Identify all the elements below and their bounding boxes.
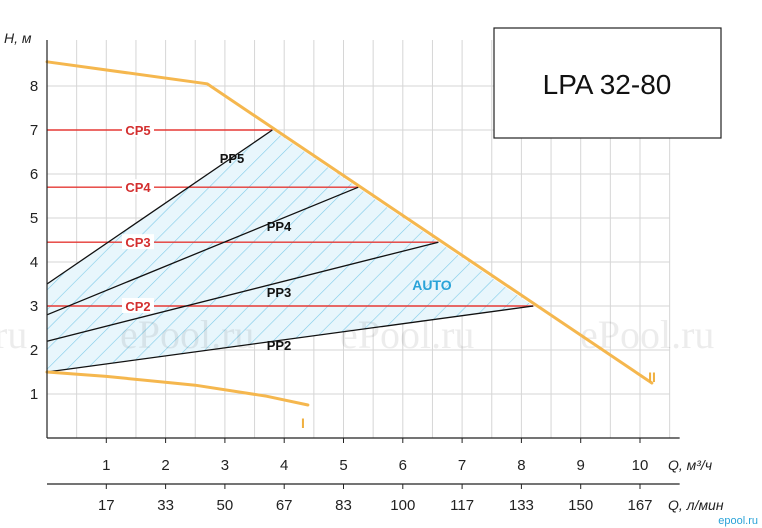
x2-tick-label: 67	[276, 497, 293, 514]
x2-tick-label: 117	[450, 497, 474, 514]
cp-label-cp3: CP3	[125, 235, 150, 250]
watermarks: ru ePool.ru ePool.ru ePool.ru	[0, 312, 714, 357]
y-tick-label: 1	[30, 386, 38, 403]
axes	[46, 40, 680, 489]
watermark-text: ePool.ru	[580, 312, 714, 357]
pp-label-pp3: PP3	[267, 285, 292, 300]
y-tick-label: 4	[30, 254, 38, 271]
pp-line-pp4	[46, 186, 359, 316]
x-tick-label: 5	[339, 457, 347, 474]
pp-line-pp2	[46, 305, 534, 373]
x-tick-label: 6	[399, 457, 407, 474]
curve-ii	[45, 60, 654, 385]
x-tick-label: 2	[161, 457, 169, 474]
x-tick-label: 10	[632, 457, 649, 474]
auto-area	[47, 130, 534, 372]
y-tick-label: 2	[30, 342, 38, 359]
x-tick-label: 4	[280, 457, 288, 474]
pp-line-pp3	[46, 241, 439, 342]
x-tick-label: 3	[221, 457, 229, 474]
x-tick-label: 7	[458, 457, 466, 474]
cp-label-cp5: CP5	[125, 123, 150, 138]
curve-label-i: I	[301, 415, 305, 431]
y-tick-label: 5	[30, 210, 38, 227]
x-tick-label: 8	[517, 457, 525, 474]
pp-label-pp5: PP5	[220, 151, 245, 166]
y-tick-label: 8	[30, 78, 38, 95]
pp-line-pp5	[46, 129, 273, 285]
cp-label-bg	[122, 234, 154, 250]
y-axis-title: H, м	[4, 30, 32, 46]
cp-label-bg	[122, 179, 154, 195]
cp-label-cp2: CP2	[125, 299, 150, 314]
y-tick-label: 3	[30, 298, 38, 315]
watermark-text: ePool.ru	[340, 312, 474, 357]
curve-label-ii: II	[648, 369, 656, 385]
x2-tick-label: 83	[335, 497, 352, 514]
x2-tick-label: 33	[157, 497, 174, 514]
watermark-text: ePool.ru	[120, 312, 254, 357]
auto-label: AUTO	[412, 277, 452, 293]
x2-tick-label: 133	[509, 497, 534, 514]
cp-label-cp4: CP4	[125, 180, 151, 195]
curve-i	[45, 370, 310, 407]
x2-axis-title: Q, л/мин	[668, 497, 724, 513]
x2-tick-label: 17	[98, 497, 115, 514]
watermark-text: ru	[0, 312, 27, 357]
model-box-frame	[493, 27, 722, 139]
x2-tick-label: 50	[217, 497, 234, 514]
x2-tick-label: 150	[568, 497, 593, 514]
pp-label-pp4: PP4	[267, 219, 292, 234]
cp-label-bg	[122, 122, 154, 137]
x-axis-title: Q, м³/ч	[668, 457, 712, 473]
auto-hatched-area	[47, 130, 534, 372]
pp-label-pp2: PP2	[267, 338, 292, 353]
corner-watermark: epool.ru	[718, 515, 758, 527]
model-box: LPA 32-80	[493, 27, 722, 139]
model-label: LPA 32-80	[543, 69, 672, 100]
y-tick-label: 7	[30, 122, 38, 139]
x2-tick-label: 100	[390, 497, 415, 514]
x2-tick-label: 167	[627, 497, 652, 514]
x-tick-label: 9	[577, 457, 585, 474]
x-tick-label: 1	[102, 457, 110, 474]
cp-label-bg	[122, 298, 154, 313]
y-tick-label: 6	[30, 166, 38, 183]
